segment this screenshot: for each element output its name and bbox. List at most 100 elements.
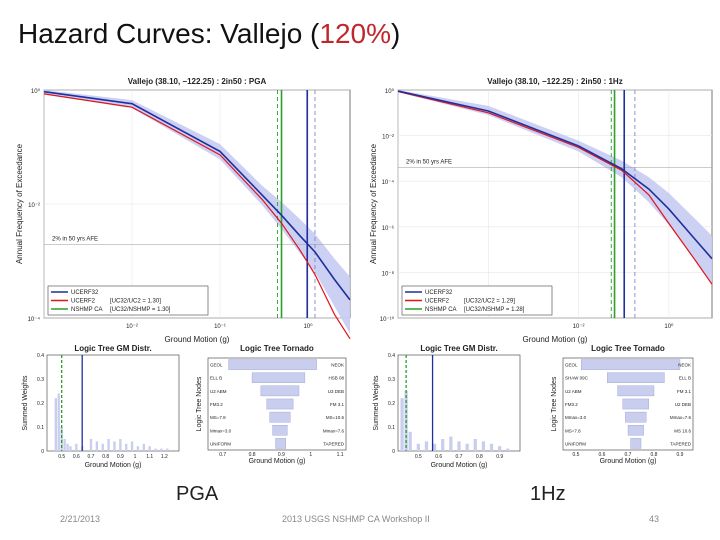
hazard-0-legend-note: [UC32/NSHMP = 1.30]	[110, 307, 171, 313]
histogram-1-bar	[498, 446, 502, 451]
tornado-1-row-label-left: UNIFORM	[565, 441, 586, 446]
tornado-1-xtick: 0.7	[625, 452, 632, 458]
tornado-0-row-label-right: Mmax=7.6	[323, 428, 345, 433]
histogram-0-bar	[166, 448, 169, 451]
tornado-1-bar	[630, 438, 642, 449]
hazard-1-uncertainty-band	[398, 90, 712, 285]
footer-date: 2/21/2013	[60, 514, 101, 524]
tornado-0-title: Logic Tree Tornado	[240, 344, 314, 353]
histogram-1-xtick: 0.9	[496, 454, 503, 460]
histogram-0-ylabel: Summed Weights	[22, 375, 29, 431]
title-highlight: 120%	[319, 18, 391, 49]
histogram-1-bar	[457, 441, 461, 451]
histogram-1-title: Logic Tree GM Distr.	[420, 344, 497, 353]
histogram-1-bar	[449, 436, 453, 451]
histogram-1-xtick: 0.7	[456, 454, 463, 460]
hazard-1-legend-note: [UC32/UC2 = 1.29]	[464, 299, 515, 305]
tornado-1-xtick: 0.8	[651, 452, 658, 458]
hazard-0-legend-name: UCERF32	[71, 290, 99, 296]
hazard-0-curve-ucerf2	[43, 93, 351, 340]
tornado-1-xtick: 0.9	[677, 452, 684, 458]
tornado-0-bar	[269, 411, 291, 423]
tornado-0-bar	[275, 438, 287, 449]
footer-event: 2013 USGS NSHMP CA Workshop II	[282, 514, 430, 524]
histogram-0-bar	[130, 441, 134, 451]
hazard-0-xlabel: Ground Motion (g)	[165, 335, 230, 344]
hazard-0-xtick: 10⁻²	[126, 324, 138, 330]
histogram-0-bar	[154, 448, 157, 451]
histogram-0-bar	[136, 446, 140, 451]
histogram-0-xtick: 0.6	[73, 454, 80, 460]
hazard-0-ytick: 10⁻²	[28, 203, 40, 209]
histogram-0-ytick: 0.2	[37, 401, 44, 407]
histogram-0-bar	[95, 441, 99, 451]
tornado-0-xtick: 0.9	[278, 452, 285, 458]
histogram-1-bar	[506, 448, 510, 451]
tornado-0-bar	[228, 359, 317, 370]
histogram-1-bar	[424, 441, 429, 451]
histogram-1-bar	[481, 441, 486, 451]
histogram-1-ytick: 0	[392, 449, 395, 455]
histogram-1-ytick: 0.2	[388, 401, 395, 407]
histogram-0-bar	[89, 439, 93, 451]
label-pga: PGA	[176, 483, 219, 505]
tornado-0-row-label-left: GEOL	[210, 363, 223, 368]
hazard-1-ytick: 10⁰	[385, 88, 395, 95]
hazard-1-title: Vallejo (38.10, −122.25) : 2in50 : 1Hz	[487, 77, 622, 86]
histogram-0-xtick: 1	[134, 454, 137, 460]
histogram-0-title: Logic Tree GM Distr.	[74, 344, 151, 353]
histogram-1-bar	[465, 443, 469, 451]
histogram-0-bar	[54, 398, 57, 451]
histogram-0-bar	[142, 443, 145, 451]
tornado-1-ylabel: Logic Tree Nodes	[551, 376, 558, 431]
tornado-1-bar	[581, 359, 681, 370]
tornado-1-bar	[607, 372, 665, 383]
tornado-1-bar	[625, 411, 647, 423]
tornado-1-row-label-right: U2 DEB	[675, 402, 691, 407]
hazard-0-curve-ucerf32	[43, 90, 351, 301]
histogram-0-ytick: 0.4	[37, 353, 44, 359]
tornado-1-xtick: 0.6	[599, 452, 606, 458]
hazard-1-curve-ucerf32	[397, 90, 713, 260]
histogram-1-xtick: 0.5	[415, 454, 422, 460]
tornado-0-row-label-left: U2 ABM	[210, 389, 227, 394]
tornado-1-xtick: 0.5	[573, 452, 580, 458]
histogram-1-bar	[441, 439, 445, 451]
tornado-0-row-label-left: ELL B	[210, 376, 222, 381]
histogram-0-ytick: 0.3	[37, 377, 44, 383]
tornado-1-row-label-left: U2 ABM	[565, 389, 582, 394]
hazard-1-afe-annotation: 2% in 50 yrs AFE	[406, 159, 452, 165]
histogram-1-xtick: 0.6	[435, 454, 442, 460]
tornado-0-xtick: 0.7	[219, 452, 226, 458]
histogram-1-ytick: 0.4	[388, 353, 395, 359]
histogram-0-bar	[107, 439, 110, 451]
hazard-1-legend-note: [UC32/NSHMP = 1.28]	[464, 307, 525, 313]
tornado-1-row-label-left: MS=7.8	[565, 428, 581, 433]
tornado-0-row-label-right: NEOK	[331, 363, 344, 368]
hazard-0-legend-box	[47, 285, 209, 316]
tornado-0-bar	[266, 398, 294, 410]
hazard-1-legend-name: NSHMP CA	[425, 307, 457, 313]
hazard-1-ytick: 10⁻²	[382, 135, 394, 141]
histogram-0-bar	[148, 446, 151, 451]
tornado-1-row-label-right: TAPERED	[670, 441, 692, 446]
tornado-1-bar	[622, 398, 649, 410]
tornado-0-xtick: 1	[309, 452, 312, 458]
histogram-1-bar	[400, 398, 404, 451]
hazard-1-ytick: 10⁻¹⁰	[380, 316, 395, 323]
hazard-1-xtick: 10⁰	[664, 323, 674, 330]
tornado-1-row-label-left: GEOL	[565, 363, 578, 368]
histogram-0-bar	[113, 441, 116, 451]
tornado-0-ylabel: Logic Tree Nodes	[196, 376, 203, 431]
slide-title: Hazard Curves: Vallejo (120%)	[18, 18, 400, 50]
histogram-0-bar	[125, 443, 128, 451]
hazard-0-legend-note: [UC32/UC2 = 1.30]	[110, 299, 161, 305]
tornado-0-row-label-left: UNIFORM	[210, 441, 231, 446]
tornado-1-xlabel: Ground Motion (g)	[600, 458, 657, 465]
tornado-0-xtick: 1.1	[337, 452, 344, 458]
tornado-0-bar	[251, 372, 306, 383]
tornado-1-title: Logic Tree Tornado	[591, 344, 665, 353]
hazard-1-curve-ucerf2	[397, 91, 713, 285]
histogram-0-xtick: 1.2	[161, 454, 168, 460]
